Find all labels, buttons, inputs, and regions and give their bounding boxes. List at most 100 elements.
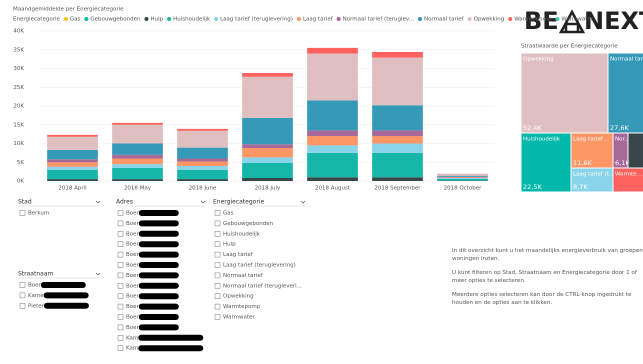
legend-label[interactable]: Gebouwgebonden	[90, 17, 141, 23]
checkbox[interactable]	[214, 231, 221, 237]
bar-segment[interactable]	[437, 177, 488, 178]
bar-segment[interactable]	[307, 177, 358, 181]
bar-segment[interactable]	[47, 169, 98, 180]
bar-segment[interactable]	[112, 124, 163, 144]
slicer-item[interactable]: Boer	[28, 283, 42, 289]
bar-segment[interactable]	[372, 143, 423, 153]
bar-segment[interactable]	[307, 100, 358, 131]
slicer-item[interactable]: Berkum	[28, 211, 49, 217]
checkbox[interactable]	[19, 210, 26, 216]
checkbox[interactable]	[117, 241, 124, 247]
treemap-cell[interactable]	[612, 167, 643, 193]
bar-segment[interactable]	[307, 53, 358, 101]
slicer-chevron[interactable]	[200, 200, 206, 204]
checkbox[interactable]	[214, 314, 221, 320]
bar-segment[interactable]	[112, 143, 163, 155]
bar-segment[interactable]	[372, 130, 423, 136]
checkbox[interactable]	[19, 303, 26, 309]
bar-segment[interactable]	[437, 178, 488, 179]
checkbox[interactable]	[117, 272, 124, 279]
checkbox[interactable]	[117, 324, 124, 331]
bar-segment[interactable]	[372, 152, 423, 178]
slicer-item[interactable]: Boer	[126, 283, 140, 289]
bar-segment[interactable]	[47, 159, 98, 163]
checkbox[interactable]	[214, 210, 221, 216]
bar-segment[interactable]	[47, 149, 98, 160]
bar-segment[interactable]	[47, 166, 98, 170]
bar-segment[interactable]	[242, 148, 293, 158]
bar-segment[interactable]	[242, 178, 293, 181]
bar-segment[interactable]	[177, 158, 228, 162]
slicer-item[interactable]: Opwekking	[223, 294, 254, 300]
bar-segment[interactable]	[112, 179, 163, 181]
bar-segment[interactable]	[177, 128, 228, 131]
bar-segment[interactable]	[177, 161, 228, 167]
legend-label[interactable]: Hulp	[150, 17, 163, 23]
checkbox[interactable]	[214, 303, 221, 310]
slicer-item[interactable]: Warmtepomp	[223, 304, 261, 310]
bar-segment[interactable]	[307, 136, 358, 146]
checkbox[interactable]	[214, 241, 221, 247]
checkbox[interactable]	[214, 293, 221, 299]
slicer-item[interactable]: Boer	[126, 211, 140, 217]
slicer-item[interactable]: Hulp	[223, 242, 236, 248]
bar-segment[interactable]	[307, 152, 358, 178]
checkbox[interactable]	[117, 293, 124, 299]
bar-segment[interactable]	[307, 145, 358, 153]
legend-label[interactable]: Warmtepomp	[514, 17, 552, 23]
bar-segment[interactable]	[242, 144, 293, 148]
bar-segment[interactable]	[437, 174, 488, 176]
checkbox[interactable]	[214, 251, 221, 258]
bar-segment[interactable]	[112, 154, 163, 159]
slicer-item[interactable]: Boer	[126, 294, 140, 300]
checkbox[interactable]	[117, 251, 124, 258]
slicer-item[interactable]: Boer	[126, 273, 140, 279]
bar-segment[interactable]	[177, 169, 228, 180]
slicer-chevron[interactable]	[95, 200, 101, 204]
bar-segment[interactable]	[112, 164, 163, 168]
checkbox[interactable]	[214, 272, 221, 279]
checkbox[interactable]	[214, 220, 221, 227]
checkbox[interactable]	[214, 262, 221, 268]
slicer-item[interactable]: Boer	[126, 231, 140, 237]
slicer-item[interactable]: Gas	[223, 211, 234, 217]
bar-segment[interactable]	[47, 179, 98, 181]
slicer-item[interactable]: Normaal tarief	[223, 273, 264, 279]
slicer-item[interactable]: Boer	[126, 242, 140, 248]
legend-label[interactable]: Opwekking	[474, 17, 505, 23]
legend-label[interactable]: Laag tarief (teruglevering)	[220, 17, 293, 23]
checkbox[interactable]	[19, 282, 26, 288]
bar-segment[interactable]	[47, 162, 98, 167]
checkbox[interactable]	[117, 345, 124, 351]
bar-segment[interactable]	[437, 175, 488, 177]
slicer-item[interactable]: Boer	[126, 325, 140, 331]
slicer-item[interactable]: Huishoudelijk	[223, 231, 261, 237]
slicer-chevron[interactable]	[300, 200, 306, 204]
slicer-item[interactable]: Boer	[126, 221, 140, 227]
bar-segment[interactable]	[47, 134, 98, 137]
checkbox[interactable]	[214, 283, 221, 289]
bar-segment[interactable]	[307, 130, 358, 136]
slicer-item[interactable]: Pieter	[28, 303, 45, 309]
checkbox[interactable]	[117, 262, 124, 268]
bar-segment[interactable]	[372, 105, 423, 131]
slicer-item[interactable]: Boer	[126, 263, 140, 269]
legend-label[interactable]: Laag tarief	[303, 17, 334, 23]
legend-label[interactable]: Normaal tarief (teruglev...	[343, 17, 415, 23]
checkbox[interactable]	[117, 210, 124, 216]
legend-label[interactable]: Normaal tarief	[424, 17, 465, 23]
bar-segment[interactable]	[242, 163, 293, 178]
bar-segment[interactable]	[47, 136, 98, 150]
bar-segment[interactable]	[437, 178, 488, 181]
slicer-item[interactable]: Boer	[126, 304, 140, 310]
checkbox[interactable]	[117, 314, 124, 320]
legend-label[interactable]: Huishoudelijk	[173, 17, 211, 23]
slicer-item[interactable]: Normaal tarief (terugleveri...	[223, 283, 302, 289]
treemap-cell[interactable]	[520, 132, 572, 193]
slicer-item[interactable]: Boer	[126, 315, 140, 321]
bar-segment[interactable]	[242, 73, 293, 77]
slicer-chevron[interactable]	[95, 272, 101, 276]
bar-segment[interactable]	[112, 122, 163, 125]
bar-segment[interactable]	[372, 177, 423, 181]
slicer-item[interactable]: Kam	[126, 335, 138, 341]
